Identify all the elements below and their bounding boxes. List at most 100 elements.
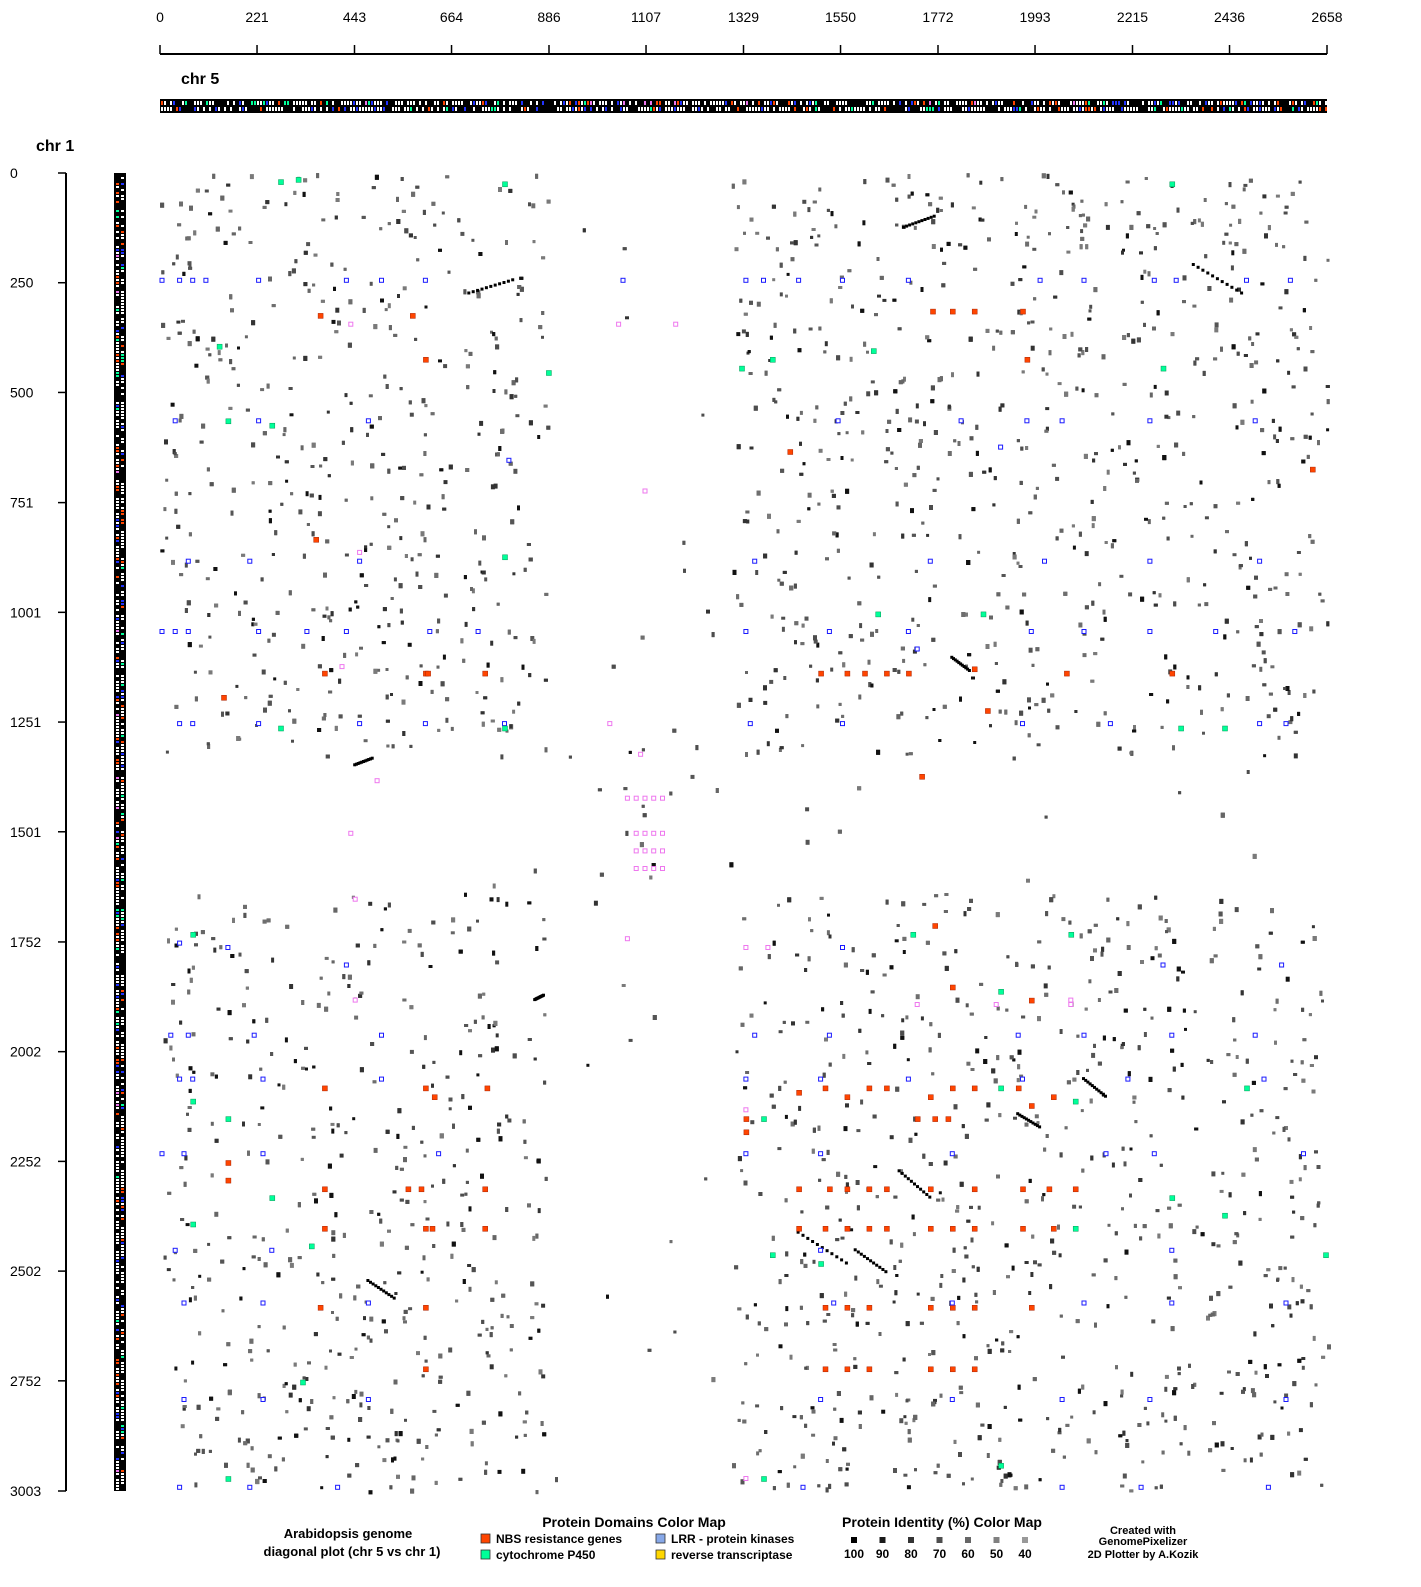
identity-dot [1106, 897, 1110, 902]
identity-dot [1183, 505, 1187, 508]
chr1-gene-mark [116, 279, 119, 281]
chr5-gene-mark [437, 107, 439, 111]
chr1-gene-mark [121, 564, 124, 566]
identity-dot [920, 287, 924, 292]
identity-dot [1053, 295, 1058, 299]
identity-dot [461, 1094, 465, 1100]
identity-dot [946, 241, 951, 246]
identity-dot [1161, 1450, 1165, 1455]
identity-dot [1283, 211, 1288, 215]
identity-dot [763, 1001, 767, 1005]
identity-dot [984, 1118, 989, 1122]
chr5-gene-strip [160, 99, 1327, 113]
identity-dot [494, 1280, 498, 1285]
chr1-gene-mark [121, 1386, 124, 1388]
chr5-gene-mark [251, 101, 253, 105]
identity-dot [241, 1410, 245, 1415]
chr5-gene-mark [1274, 101, 1276, 105]
chr5-gene-mark [1154, 101, 1156, 105]
chr5-gene-mark [944, 101, 946, 105]
identity-dot [400, 496, 405, 501]
identity-dot [334, 215, 338, 220]
identity-dot [237, 1437, 241, 1443]
chr1-gene-mark [121, 1362, 124, 1364]
chr1-gene-mark [121, 762, 124, 764]
identity-dot [405, 1199, 410, 1204]
chr1-gene-mark [116, 366, 119, 368]
chr1-gene-mark [121, 297, 124, 299]
identity-dot [473, 1019, 477, 1024]
identity-dot [905, 752, 909, 756]
chr5-gene-mark [425, 101, 427, 105]
identity-dot [996, 1006, 1000, 1011]
identity-dot [1122, 1430, 1126, 1436]
chr5-gene-mark [353, 101, 355, 105]
identity-dot [1075, 386, 1079, 391]
identity-dot [1139, 251, 1143, 255]
identity-dot [766, 741, 770, 747]
identity-dot [404, 1418, 407, 1422]
identity-dot [999, 330, 1003, 335]
identity-dot [313, 1332, 318, 1337]
chr1-gene-mark [121, 858, 124, 860]
chr1-gene-mark [116, 699, 119, 701]
identity-dot [297, 1256, 302, 1260]
identity-dot [840, 411, 845, 415]
y-tick-label: 500 [10, 384, 34, 400]
identity-dot [505, 1114, 509, 1119]
chr1-gene-mark [116, 804, 119, 806]
identity-dot [528, 202, 531, 207]
identity-dot [781, 626, 785, 632]
identity-dot [956, 1321, 960, 1326]
identity-dot [907, 1429, 911, 1435]
chr5-gene-mark [167, 107, 169, 111]
identity-dot [357, 714, 362, 718]
chr5-gene-mark [1244, 107, 1246, 111]
chr1-gene-mark [121, 1035, 124, 1037]
identity-dot [246, 1462, 250, 1468]
identity-dot [528, 1336, 533, 1340]
identity-dot [996, 1174, 1000, 1179]
identity-dot [316, 1272, 320, 1277]
identity-dot [527, 901, 532, 905]
identity-dot [441, 494, 445, 500]
chr1-gene-mark [116, 627, 119, 629]
chr5-gene-mark [491, 107, 493, 111]
chr5-gene-mark [536, 107, 538, 111]
identity-dot [282, 1383, 286, 1388]
chr5-gene-mark [692, 101, 694, 105]
identity-dot [975, 1048, 980, 1054]
identity-dot [446, 1221, 450, 1227]
identity-dot [986, 1102, 991, 1108]
identity-dot [1266, 1268, 1271, 1272]
identity-dot [976, 1266, 980, 1272]
identity-dot [348, 299, 353, 305]
identity-dot [519, 286, 524, 292]
identity-dot [1111, 412, 1115, 416]
identity-dot [962, 1334, 966, 1339]
chr5-gene-mark [1307, 107, 1309, 111]
chr5-gene-mark [338, 107, 340, 111]
chr5-gene-mark [893, 101, 895, 105]
chr5-gene-mark [1094, 107, 1096, 111]
identity-dot [1093, 287, 1098, 293]
chr1-gene-mark [121, 777, 124, 779]
identity-dot [278, 1134, 283, 1139]
identity-dot [433, 223, 437, 227]
chr5-gene-mark [734, 101, 736, 105]
chr5-gene-mark [998, 101, 1000, 105]
identity-dot [772, 940, 776, 946]
identity-dot [1285, 592, 1290, 596]
chr1-gene-mark [116, 1347, 119, 1349]
chr5-gene-mark [785, 107, 787, 111]
identity-dot [382, 512, 387, 516]
identity-dot [420, 1270, 424, 1274]
chr5-gene-mark [1112, 107, 1114, 111]
identity-dot [293, 190, 297, 195]
identity-dot [801, 744, 805, 748]
identity-dot [209, 482, 214, 487]
chr5-gene-mark [281, 107, 283, 111]
identity-dot [1137, 1423, 1142, 1427]
chr5-gene-mark [485, 101, 487, 105]
chr5-gene-mark [869, 101, 871, 105]
